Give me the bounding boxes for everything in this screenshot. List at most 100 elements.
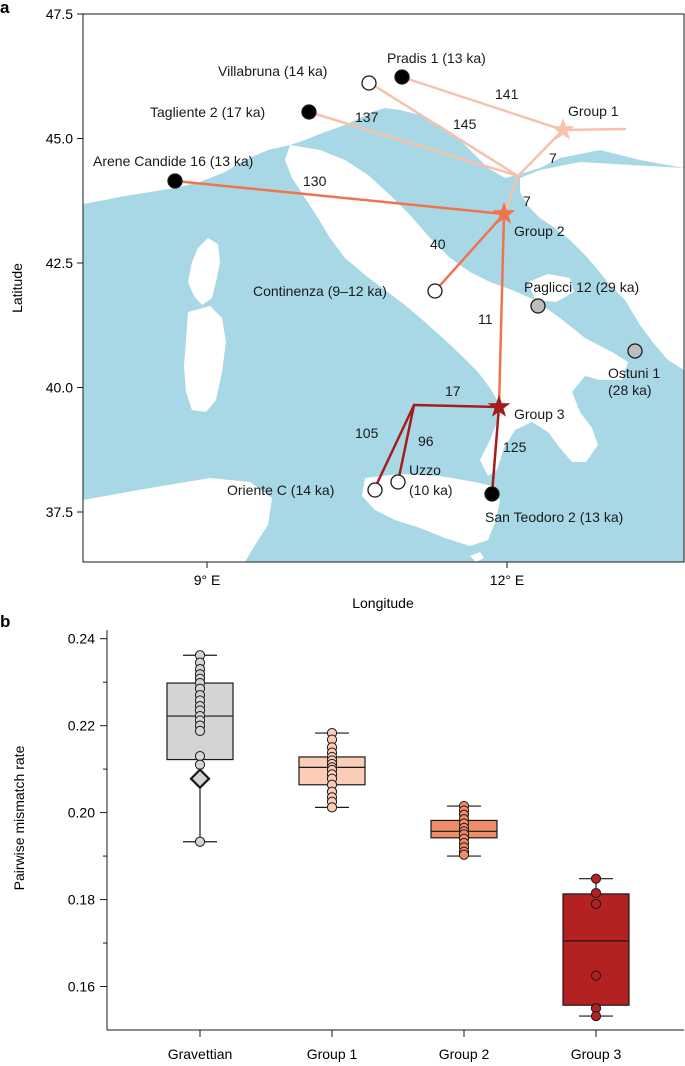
box [562,893,630,1006]
panel-a-label: a [0,0,10,17]
branch-label: 125 [503,439,527,455]
branch-group1-pradis [400,75,565,132]
group3-label: Group 3 [514,406,565,422]
group1-star-icon [551,118,575,140]
branch-label: 105 [355,425,379,441]
map-frame [82,13,685,563]
data-point [590,873,602,884]
map-xlabel: Longitude [352,595,414,611]
box-xtick-label: Group 3 [571,1046,622,1062]
branch-tagliente [307,110,520,178]
map-xtick-label: 12° E [490,572,524,588]
group-labels: Group 1 Group 2 Group 3 [514,103,619,422]
box-xtick-label: Group 2 [439,1046,490,1062]
site-marker-san-teodoro [484,486,500,502]
box-ylabel: Pairwise mismatch rate [11,745,27,890]
branch-label: 7 [523,193,531,209]
box-ytick-label: 0.24 [68,631,95,647]
box-xtick-label: Gravettian [168,1046,233,1062]
map-axes: 9° E12° E15° E18° E37.540.042.545.047.5 [46,6,524,588]
site-label-paglicci: Paglicci 12 (29 ka) [524,279,639,295]
site-label-ostuni: Ostuni 1 (28 ka) [608,365,660,398]
site-marker-pradis [394,69,410,85]
site-marker-oriente-c [367,482,383,498]
branch-group2-group3 [497,212,506,409]
data-point [194,759,206,770]
site-markers [167,69,643,502]
land-italy [285,145,628,476]
branch-label: 17 [445,383,461,399]
land-sicily [362,474,500,546]
branch-arene-candide [173,179,506,216]
site-label-arene-candide: Arene Candide 16 (13 ka) [93,153,253,169]
land-sardinia [184,306,226,412]
group3-star-icon [487,395,511,417]
branch-group1-east [561,127,627,132]
site-marker-villabruna [361,75,377,91]
data-point [590,887,602,899]
branch-label: 7 [549,150,557,166]
site-label-uzzo: Uzzo (10 ka) [409,462,453,498]
data-point [194,750,206,762]
site-label-tagliente: Tagliente 2 (17 ka) [150,104,265,120]
land-corsica [188,238,220,305]
site-label-pradis: Pradis 1 (13 ka) [387,50,486,66]
box-ytick-label: 0.22 [68,718,95,734]
land-gargano [528,274,574,302]
branch-label: 141 [495,86,519,102]
boxplot: 0.16 0.18 0.20 0.22 0.24 Gravettian Group 1 Gro… [68,630,684,1062]
site-marker-tagliente [301,104,317,120]
data-point [194,836,206,847]
branch-label: 40 [430,236,446,252]
data-point [590,970,602,981]
branch-label: 96 [418,433,434,449]
site-label-continenza: Continenza (9–12 ka) [253,283,387,299]
data-point [194,725,206,736]
branch-villabruna [368,81,520,178]
box-ytick-label: 0.18 [68,892,95,908]
group2-star-icon [492,202,516,224]
group-stars [487,118,575,417]
map-ytick-label: 37.5 [46,504,73,520]
branch-label: 145 [453,116,477,132]
land-balkans [520,162,684,562]
map-area [83,14,684,562]
land-north [83,14,684,204]
map-ytick-label: 45.0 [46,131,73,147]
branch-label: 137 [355,109,379,125]
panel-b-label: b [0,612,10,631]
map-ylabel: Latitude [9,263,25,313]
map-xtick-label: 9° E [194,572,221,588]
branch-labels: 141 145 137 7 7 130 40 11 17 105 96 125 [303,86,557,455]
group2-label: Group 2 [514,223,565,239]
map-ytick-label: 40.0 [46,380,73,396]
box-xtick-label: Group 1 [307,1046,358,1062]
site-label-villabruna: Villabruna (14 ka) [218,63,327,79]
map-ytick-label: 47.5 [46,6,73,22]
branch-node-group2 [502,174,520,216]
mean-diamond [189,768,211,790]
site-labels: Pradis 1 (13 ka) Villabruna (14 ka) Tagl… [93,50,660,525]
branch-continenza [433,212,506,293]
data-point [590,1010,602,1022]
site-marker-uzzo [390,474,406,490]
site-label-san-teodoro: San Teodoro 2 (13 ka) [485,509,623,525]
branch-label: 130 [303,173,327,189]
branch-san-teodoro [490,405,501,496]
site-marker-ostuni [627,343,643,359]
group1-label: Group 1 [568,103,619,119]
map-ytick-label: 42.5 [46,255,73,271]
branch-uzzo [396,403,416,484]
land-malta [470,552,484,562]
data-point [590,898,602,910]
branch-label: 11 [478,311,493,327]
site-marker-arene-candide [167,173,183,189]
data-point [326,802,338,813]
box-ytick-label: 0.20 [68,805,95,821]
site-marker-continenza [427,283,443,299]
site-marker-paglicci [530,298,546,314]
data-point [458,849,470,860]
tree-branches [173,75,627,496]
branch-group1-node [516,128,565,178]
